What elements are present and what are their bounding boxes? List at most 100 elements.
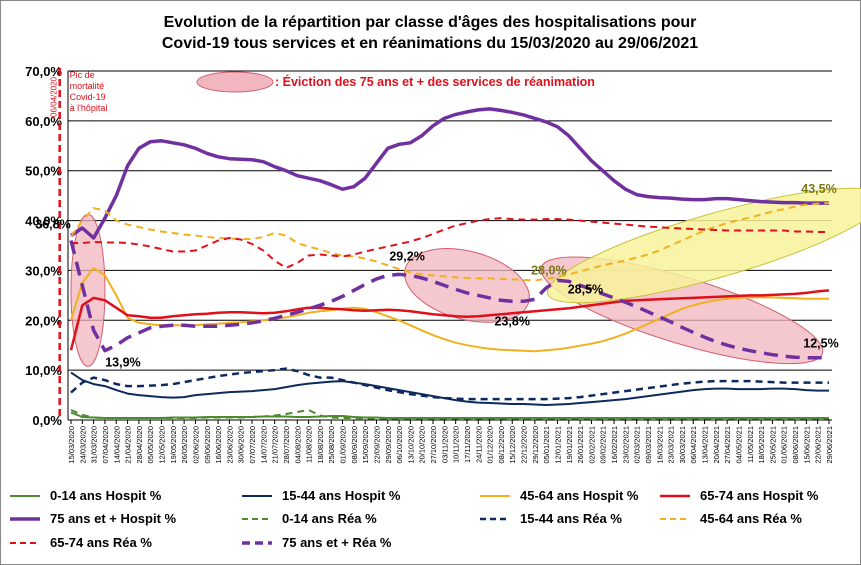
highlight-ellipse [70,213,106,367]
legend-label: 45-64 ans Hospit % [520,488,639,503]
x-tick-label: 16/06/2020 [214,426,223,464]
x-tick-label: 06/04/2021 [689,426,698,464]
series-line [70,411,829,419]
x-tick-label: 08/09/2020 [350,426,359,464]
x-tick-label: 01/06/2021 [780,426,789,464]
x-tick-label: 15/06/2021 [802,426,811,464]
x-tick-label: 21/07/2020 [271,426,280,464]
legend-swatch [10,516,40,521]
x-tick-label: 04/08/2020 [293,426,302,464]
vline-annotation: mortalité [70,81,105,91]
x-tick-label: 02/06/2020 [191,426,200,464]
x-tick-label: 19/01/2021 [565,426,574,464]
annotation-key-ellipse [196,71,274,93]
x-tick-label: 10/11/2020 [452,426,461,463]
x-tick-label: 16/03/2021 [655,426,664,464]
x-tick-label: 13/10/2020 [406,426,415,464]
x-tick-label: 11/05/2021 [746,426,755,463]
x-tick-label: 28/04/2020 [135,426,144,464]
x-tick-label: 13/04/2021 [701,426,710,464]
series-line [69,240,829,360]
data-label: 28,0% [531,263,566,277]
x-tick-label: 28/07/2020 [282,426,291,464]
x-tick-label: 02/02/2021 [587,426,596,464]
x-tick-label: 29/09/2020 [384,426,393,464]
x-tick-label: 01/12/2020 [486,426,495,464]
x-tick-label: 05/05/2020 [146,426,155,464]
annotation-text: : Éviction des 75 ans et + des services … [275,74,595,89]
legend-swatch [242,494,272,497]
plot-area: 0,0% 10,0% 20,0% 30,0% 40,0% 50,0% 60,0% 70,0% 1… [25,64,861,464]
legend-item: 65-74 ans Hospit % [658,488,819,503]
legend-item: 65-74 ans Réa % [8,535,152,550]
legend-swatch [660,517,690,520]
y-tick-label: 60,0% [25,114,62,129]
highlight-ellipse-yellow [546,187,861,304]
chart-title: Evolution de la répartition par classe d… [60,12,800,54]
data-label: 28,5% [568,282,603,296]
x-tick-label: 04/05/2021 [734,426,743,464]
legend-label: 75 ans et + Hospit % [50,511,177,526]
legend-label: 15-44 ans Réa % [520,511,622,526]
x-tick-label: 22/12/2020 [520,426,529,464]
x-tick-label: 21/04/2020 [124,426,133,464]
legend-item: 45-64 ans Hospit % [478,488,639,503]
x-tick-label: 25/08/2020 [327,426,336,464]
x-tick-label: 22/09/2020 [372,426,381,464]
x-tick-label: 12/05/2020 [158,426,167,464]
x-tick-label: 22/06/2021 [814,426,823,464]
legend-item: 45-64 ans Réa % [658,511,802,526]
x-tick-label: 24/11/2020 [474,426,483,463]
x-tick-label: 18/05/2021 [757,426,766,464]
series-line [69,289,830,351]
data-label: 29,2% [389,249,424,263]
legend-item: 15-44 ans Hospit % [240,488,401,503]
x-tick-label: 07/04/2020 [101,426,110,464]
x-tick-label: 18/08/2020 [316,426,325,464]
legend-label: 65-74 ans Réa % [50,535,152,550]
x-tick-label: 15/03/2020 [67,426,76,464]
legend-swatch [480,494,510,497]
x-tick-label: 29/12/2020 [531,426,540,464]
vline-annotation: à l'hôpital [70,103,108,113]
vline-annotation: Covid-19 [70,92,106,102]
legend-label: 0-14 ans Hospit % [50,488,162,503]
series-line [70,266,829,353]
series-line [70,107,829,240]
x-tick-label: 23/06/2020 [225,426,234,464]
x-tick-label: 24/03/2020 [78,426,87,464]
legend-label: 0-14 ans Réa % [282,511,377,526]
legend-swatch [660,494,690,497]
data-label: 12,5% [803,337,838,351]
x-tick-label: 14/04/2020 [112,426,121,464]
legend-swatch [242,517,272,520]
x-tick-label: 14/07/2020 [259,426,268,464]
x-tick-label: 15/12/2020 [508,426,517,464]
y-tick-label: 50,0% [25,164,62,179]
chart-title-line2: Covid-19 tous services et en réanimation… [161,35,699,52]
legend-swatch [10,494,40,497]
x-tick-label: 17/11/2020 [463,426,472,463]
x-tick-label: 06/10/2020 [395,426,404,464]
y-tick-label: 30,0% [25,263,62,278]
vline-date-label: 06/04/2020 [50,76,59,117]
x-tick-label: 16/02/2021 [610,426,619,464]
chart-title-line1: Evolution de la répartition par classe d… [163,14,697,31]
x-tick-label: 31/03/2020 [90,426,99,464]
x-tick-label: 30/06/2020 [237,426,246,464]
data-label: 36,8% [35,218,70,232]
legend-label: 75 ans et + Réa % [282,535,392,550]
x-tick-label: 29/06/2021 [825,426,834,464]
legend-swatch [242,540,272,545]
y-tick-label: 70,0% [25,64,62,79]
x-tick-label: 09/03/2021 [644,426,653,464]
x-tick-label: 03/11/2020 [440,426,449,463]
legend-swatch [10,541,40,544]
x-tick-label: 15/09/2020 [361,426,370,464]
legend: 0-14 ans Hospit % 15-44 ans Hospit % 45-64… [8,488,858,558]
data-label: 23,8% [494,314,529,328]
x-tick-label: 26/01/2021 [576,426,585,464]
legend-swatch [480,517,510,520]
legend-item: 75 ans et + Hospit % [8,511,176,526]
series-line [71,217,829,269]
